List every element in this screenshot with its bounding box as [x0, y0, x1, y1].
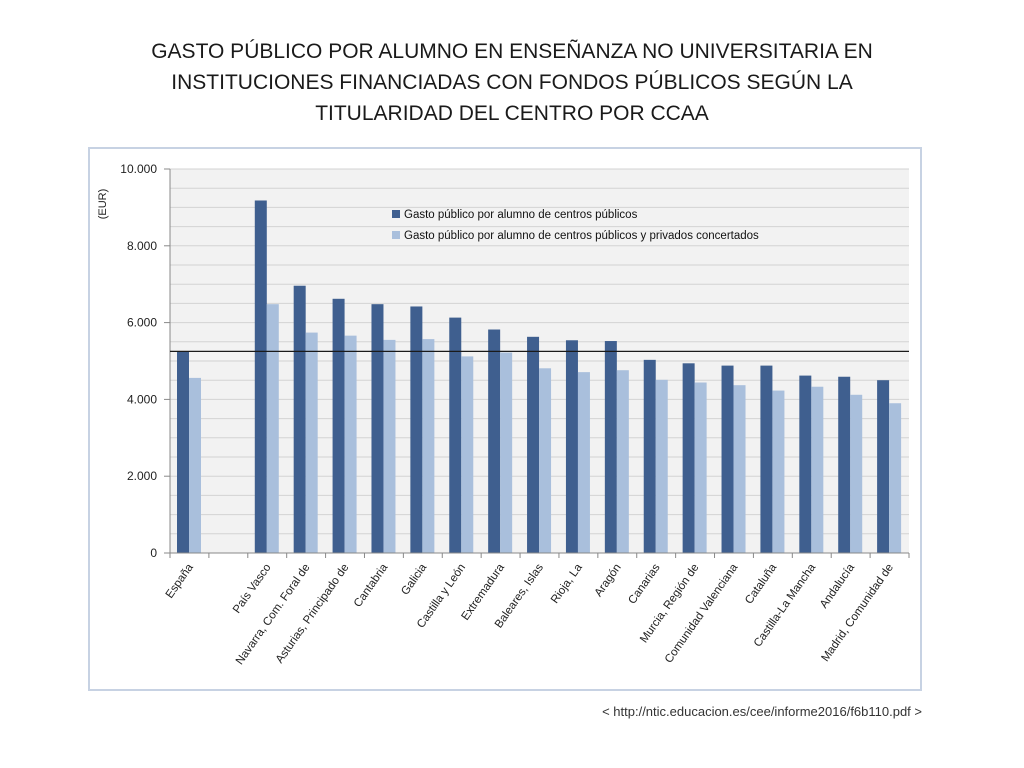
bar-concertados	[383, 339, 396, 553]
source-link[interactable]: < http://ntic.educacion.es/cee/informe20…	[602, 704, 922, 719]
y-tick-label: 0	[150, 546, 157, 560]
title-line-1: GASTO PÚBLICO POR ALUMNO EN ENSEÑANZA NO…	[151, 40, 873, 63]
bar-public	[760, 365, 773, 553]
bar-public	[527, 336, 540, 553]
y-axis-label: (EUR)	[97, 189, 109, 220]
bar-concertados	[422, 339, 435, 553]
x-tick-label: Asturias, Principado de	[274, 562, 352, 666]
bar-concertados	[539, 368, 552, 553]
bar-concertados	[500, 352, 513, 553]
y-tick-label: 2.000	[127, 469, 157, 483]
bar-public	[604, 341, 617, 553]
bar-chart: 0 2.000 4.000 6.000 8.000 10.000 (EUR) España Pa…	[97, 162, 910, 667]
y-tick-label: 10.000	[120, 162, 157, 176]
bar-concertados	[305, 332, 318, 553]
legend-label: Gasto público por alumno de centros públ…	[404, 230, 759, 242]
bar-concertados	[461, 356, 474, 553]
x-tick-label: Rioja, La	[549, 561, 585, 606]
x-tick-label: Aragón	[593, 562, 624, 599]
bar-concertados	[850, 394, 863, 553]
x-tick-label: Cataluña	[743, 561, 780, 606]
x-tick-label: Cantabria	[352, 561, 391, 609]
bar-concertados	[811, 386, 824, 553]
bar-concertados	[616, 370, 629, 553]
bar-concertados	[344, 335, 357, 553]
x-tick-label: País Vasco	[231, 562, 274, 616]
bar-public	[254, 200, 267, 553]
bar-concertados	[189, 377, 201, 553]
bar-public	[721, 365, 734, 553]
bar-public	[565, 340, 578, 553]
bar-concertados	[266, 304, 279, 553]
bar-public	[410, 306, 423, 553]
title-line-2: INSTITUCIONES FINANCIADAS CON FONDOS PÚB…	[171, 71, 853, 94]
bar-public	[877, 380, 890, 553]
bar-concertados	[694, 382, 707, 553]
bar-public	[799, 375, 812, 553]
bar-concertados	[577, 372, 590, 553]
x-tick-label: Madrid, Comunidad de	[819, 562, 896, 664]
bar-concertados	[655, 379, 668, 553]
y-tick-label: 4.000	[127, 392, 157, 406]
bar-public	[177, 351, 189, 553]
bar-concertados	[733, 385, 746, 553]
x-tick-label: Galicia	[399, 561, 429, 597]
y-tick-label: 6.000	[127, 316, 157, 330]
bar-public	[488, 329, 501, 553]
bar-public	[332, 298, 345, 553]
x-tick-label: Navarra, Com. Foral de	[234, 562, 313, 667]
bar-concertados	[889, 403, 902, 553]
x-tick-label: Canarias	[626, 562, 662, 607]
chart-frame: 0 2.000 4.000 6.000 8.000 10.000 (EUR) España Pa…	[88, 147, 922, 691]
bar-public	[293, 285, 306, 553]
slide-title: GASTO PÚBLICO POR ALUMNO EN ENSEÑANZA NO…	[60, 36, 964, 129]
y-tick-label: 8.000	[127, 239, 157, 253]
legend-label: Gasto público por alumno de centros públ…	[404, 209, 638, 221]
x-tick-label: Andalucía	[818, 561, 858, 610]
legend-swatch	[392, 210, 400, 218]
bar-public	[682, 363, 695, 553]
title-line-3: TITULARIDAD DEL CENTRO POR CCAA	[315, 102, 709, 125]
x-tick-label: España	[164, 561, 197, 600]
legend-swatch	[392, 231, 400, 239]
bar-public	[643, 359, 656, 553]
x-tick-label: Comunidad Valenciana	[663, 561, 741, 665]
bar-public	[838, 376, 851, 553]
bar-concertados	[772, 390, 785, 553]
bar-public	[371, 304, 384, 553]
bar-public	[449, 317, 462, 553]
